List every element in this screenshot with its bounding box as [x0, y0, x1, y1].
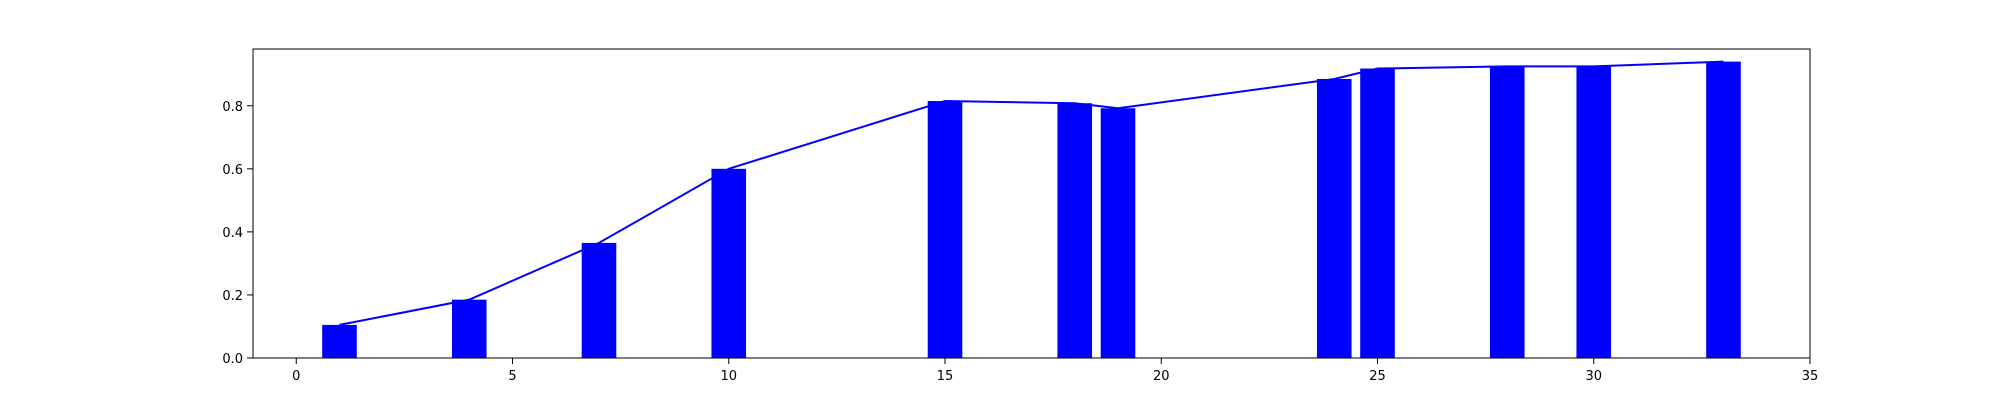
x-tick-label: 35 [1802, 369, 1819, 384]
bar [1706, 61, 1741, 358]
x-tick-label: 20 [1153, 369, 1170, 384]
bar [581, 242, 617, 358]
x-tick-label: 5 [508, 369, 516, 384]
bar [1576, 66, 1612, 359]
bar [1057, 103, 1093, 358]
x-tick-label: 25 [1369, 369, 1386, 384]
bar [1316, 78, 1352, 359]
x-tick-label: 30 [1585, 369, 1602, 384]
x-tick-label: 10 [720, 369, 737, 384]
y-tick-label: 0.2 [222, 289, 243, 304]
y-tick-label: 0.0 [222, 352, 243, 367]
bar [1360, 68, 1395, 358]
bar [711, 168, 747, 358]
y-tick-label: 0.4 [222, 226, 243, 241]
bar [322, 324, 357, 358]
bar [927, 101, 963, 358]
plot-frame [252, 48, 1811, 359]
y-tick-label: 0.8 [222, 100, 243, 115]
y-axis: 0.0 0.2 0.4 0.6 0.8 [222, 100, 253, 367]
bar [1489, 66, 1525, 359]
x-axis: 0 5 10 15 20 25 30 35 [292, 358, 1818, 384]
bar [451, 299, 487, 358]
x-tick-label: 15 [937, 369, 954, 384]
x-tick-label: 0 [292, 369, 300, 384]
series-line [339, 60, 1724, 326]
bar-series [322, 61, 1741, 359]
line-series [339, 60, 1724, 326]
bar [1100, 108, 1136, 358]
y-tick-label: 0.6 [222, 163, 243, 178]
